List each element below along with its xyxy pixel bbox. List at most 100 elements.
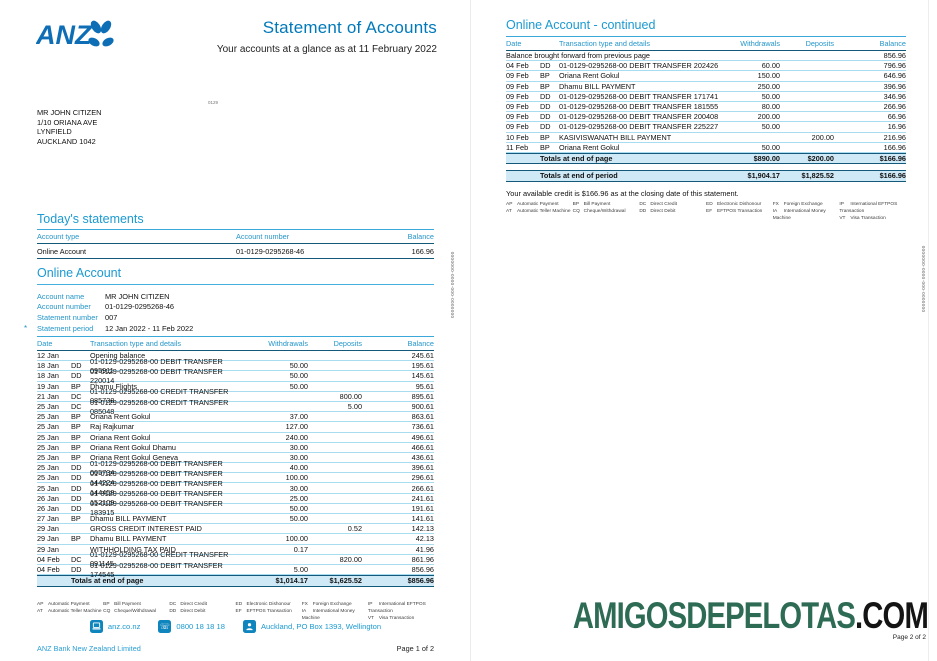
column-spacer bbox=[540, 39, 559, 48]
table-row: 25 Jan DD 01-0129-0295268-00 DEBIT TRANSFE… bbox=[37, 479, 434, 497]
cell: 195.61 bbox=[411, 361, 434, 371]
anz-logo-text: ANZ bbox=[36, 20, 93, 50]
legend-label: EFTPOS Transaction bbox=[717, 209, 763, 214]
cell: 26 Jan bbox=[37, 493, 59, 503]
legend-entry: DD Direct Debit bbox=[169, 608, 235, 615]
cell: DD bbox=[540, 91, 551, 101]
cell: WITHHOLDING TAX PAID bbox=[90, 544, 176, 554]
cell: 200.00 bbox=[811, 132, 834, 142]
cell: 04 Feb bbox=[37, 554, 60, 564]
cell: 200.00 bbox=[757, 112, 780, 122]
column-header: Date bbox=[506, 39, 522, 48]
legend-label: Cheque/Withdrawal bbox=[114, 609, 157, 614]
column-header: Account type bbox=[37, 232, 80, 241]
cell: 25 Jan bbox=[37, 483, 59, 493]
cell: 18 Jan bbox=[37, 361, 59, 371]
contact-row: anz.co.nz ☏ 0800 18 18 18 Auckland, PO B… bbox=[37, 620, 434, 633]
available-credit-note: Your available credit is $166.96 as at t… bbox=[506, 189, 739, 198]
phone-contact: ☏ 0800 18 18 18 bbox=[158, 620, 225, 633]
cell: 41.96 bbox=[415, 544, 434, 554]
legend-entry: FX Foreign Exchange bbox=[302, 601, 368, 608]
cell: 250.00 bbox=[757, 81, 780, 91]
legend-code: IA bbox=[772, 209, 778, 214]
totals-label: Totals at end of page bbox=[540, 154, 613, 164]
legend-label: International EFTPOS Transaction bbox=[839, 202, 898, 214]
cell: 30.00 bbox=[289, 452, 308, 462]
customer-address: MR JOHN CITIZEN 1/10 ORIANA AVE LYNFIELD… bbox=[37, 108, 101, 146]
cell: 100.00 bbox=[285, 473, 308, 483]
cell: BP bbox=[540, 81, 550, 91]
legend-code: BP bbox=[572, 202, 580, 207]
cell: 29 Jan bbox=[37, 524, 59, 534]
website-label[interactable]: anz.co.nz bbox=[107, 622, 141, 631]
cell: 09 Feb bbox=[506, 102, 529, 112]
table-row: 11 Feb BP Oriana Rent Gokul 50.00 166.96 bbox=[506, 143, 906, 153]
cell: DC bbox=[71, 554, 82, 564]
cell: 50.00 bbox=[761, 142, 780, 152]
cell: 01-0129-0295268-00 DEBIT TRANSFER 202426 bbox=[559, 61, 719, 71]
cell: 11 Feb bbox=[506, 142, 529, 152]
legend-code: IP bbox=[367, 602, 373, 607]
cell: 191.61 bbox=[411, 503, 434, 513]
watermark-main: AMIGOSDEPELOTAS bbox=[572, 595, 856, 637]
cell: Raj Rajkumar bbox=[90, 422, 135, 432]
cell: 50.00 bbox=[289, 381, 308, 391]
cell: Oriana Rent Gokul bbox=[90, 432, 151, 442]
legend-label: Foreign Exchange bbox=[312, 602, 352, 607]
table-row: 09 Feb BP Oriana Rent Gokul 150.00 646.96 bbox=[506, 71, 906, 82]
cell: 50.00 bbox=[289, 361, 308, 371]
cell: 396.96 bbox=[883, 81, 906, 91]
legend-entry: CQ Cheque/Withdrawal bbox=[573, 208, 640, 215]
legend-label: Foreign Exchange bbox=[783, 202, 823, 207]
cell: 800.00 bbox=[339, 391, 362, 401]
cell: 42.13 bbox=[415, 534, 434, 544]
account-detail-row: * Statement period 12 Jan 2022 - 11 Feb 20… bbox=[24, 323, 193, 334]
cell: 25 Jan bbox=[37, 412, 59, 422]
cell: 01-0129-0295268-00 DEBIT TRANSFER 171741 bbox=[559, 91, 719, 101]
legend-column: IP International EFTPOS Transaction VT Visa… bbox=[839, 201, 906, 222]
cell: 240.00 bbox=[285, 432, 308, 442]
legend-column: DC Direct Credit DD Direct Debit bbox=[169, 601, 235, 622]
cell: 01-0129-0295268-00 DEBIT TRANSFER 144224 bbox=[90, 468, 223, 487]
phone-label: 0800 18 18 18 bbox=[176, 622, 225, 631]
cell: 100.00 bbox=[285, 534, 308, 544]
cell: 296.61 bbox=[411, 473, 434, 483]
column-header: Date bbox=[37, 339, 53, 348]
transactions-header: Date Transaction type and details Withdr… bbox=[37, 336, 434, 351]
legend-column: ED Electronic Dishonour EF EFTPOS Transacti… bbox=[236, 601, 302, 622]
legend-code: VT bbox=[839, 216, 846, 221]
totals-end-of-period: Totals at end of period $1,904.17 $1,825… bbox=[506, 170, 906, 182]
cell: DD bbox=[71, 371, 82, 381]
table-row: 21 Jan DC 01-0129-0295268-00 CREDIT TRANSF… bbox=[37, 387, 434, 405]
todays-statements-table: Account type Account number Balance Onli… bbox=[37, 229, 434, 259]
cell: Oriana Rent Gokul bbox=[559, 71, 620, 81]
online-account-continued-heading: Online Account - continued bbox=[506, 18, 906, 37]
account-detail-row: Account number 01-0129-0295268-46 bbox=[37, 302, 193, 313]
company-name: ANZ Bank New Zealand Limited bbox=[37, 644, 141, 653]
cell: DD bbox=[540, 122, 551, 132]
cell: BP bbox=[540, 132, 550, 142]
column-header: Balance bbox=[407, 232, 434, 241]
table-row: 25 Jan DD 01-0129-0295268-00 DEBIT TRANSFE… bbox=[37, 459, 434, 477]
cell: 30.00 bbox=[289, 483, 308, 493]
cell: 01-0129-0295268-00 CREDIT TRANSFER 09114… bbox=[90, 550, 229, 569]
cell: 436.61 bbox=[411, 452, 434, 462]
legend-label: International Money Machine bbox=[301, 609, 355, 621]
legend-entry: BP Bill Payment bbox=[573, 201, 640, 208]
cell: 01-0129-0295268-00 DEBIT TRANSFER 225227 bbox=[559, 122, 719, 132]
anz-logo-icon: ANZ bbox=[35, 20, 114, 50]
transactions-header: Date Transaction type and details Withdr… bbox=[506, 36, 906, 51]
cell: 466.61 bbox=[411, 442, 434, 452]
table-row: 25 Jan BP Oriana Rent Gokul Geneva 30.00 436… bbox=[37, 452, 434, 464]
table-row: 25 Jan DD 01-0129-0295268-00 DEBIT TRANSFE… bbox=[37, 469, 434, 487]
cell: 796.96 bbox=[883, 61, 906, 71]
cell: 60.00 bbox=[761, 61, 780, 71]
legend-label: International Money Machine bbox=[772, 209, 826, 221]
table-row: 18 Jan DD 01-0129-0295268-00 DEBIT TRANSFE… bbox=[37, 357, 434, 375]
legend-column: IP International EFTPOS Transaction VT Visa… bbox=[368, 601, 434, 622]
cell: 80.00 bbox=[761, 102, 780, 112]
legend-entry: CQ Cheque/Withdrawal bbox=[103, 608, 169, 615]
cell: BP bbox=[540, 142, 550, 152]
legend-column: AP Automatic Payment AT Automatic Teller Ma… bbox=[37, 601, 103, 622]
